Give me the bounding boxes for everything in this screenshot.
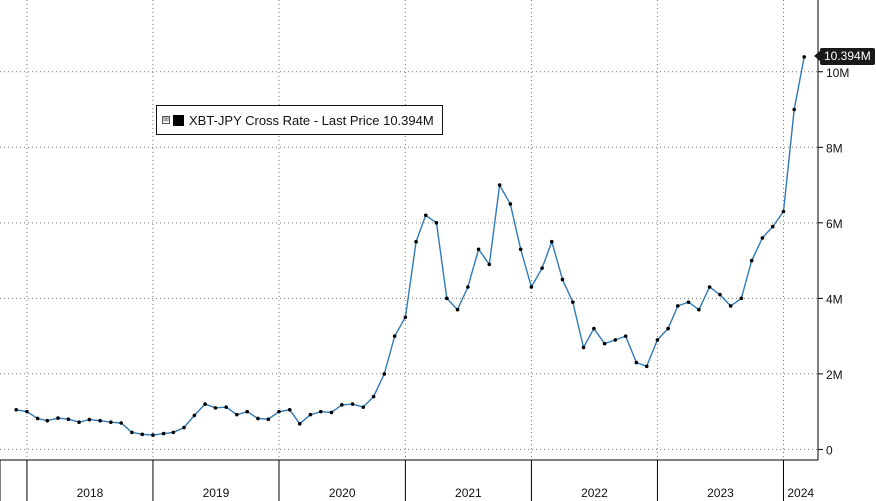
data-point [739, 296, 744, 301]
data-point [25, 409, 29, 414]
data-point [235, 412, 239, 417]
data-point [213, 406, 218, 410]
data-point [392, 334, 397, 338]
data-point [119, 421, 123, 425]
data-point [644, 364, 649, 369]
data-point [171, 430, 176, 435]
data-point [414, 239, 418, 244]
y-tick-label: 2M [826, 368, 843, 382]
y-tick-label: 10M [826, 66, 849, 80]
data-point [224, 405, 228, 409]
data-point [707, 285, 712, 289]
data-point [35, 416, 40, 421]
data-point [192, 413, 197, 418]
legend-label: XBT-JPY Cross Rate - Last Price 10.394M [189, 112, 434, 128]
y-tick-label: 4M [826, 292, 843, 306]
data-point [781, 209, 786, 214]
data-point [161, 431, 166, 436]
data-point [151, 433, 155, 437]
data-point [770, 224, 775, 229]
x-tick-label: 2022 [581, 486, 608, 500]
series-line [16, 56, 805, 436]
x-tick-label: 2024 [787, 486, 814, 500]
data-point [802, 55, 806, 59]
data-point [697, 307, 701, 312]
data-point [655, 338, 660, 342]
x-tick-label: 2018 [77, 486, 104, 500]
y-tick-label: 8M [826, 141, 843, 155]
data-point [297, 421, 302, 426]
series-swatch [173, 114, 184, 126]
data-point [87, 417, 92, 422]
x-tick-label: 2021 [455, 486, 482, 500]
data-point [256, 416, 260, 421]
data-point [540, 266, 544, 270]
data-point [549, 239, 554, 244]
y-tick-label: 0 [826, 443, 833, 457]
data-point [455, 307, 460, 312]
x-tick-label: 2023 [707, 486, 734, 500]
data-point [382, 372, 387, 376]
expand-icon[interactable]: ⊞ [162, 116, 170, 124]
data-point [445, 296, 449, 301]
data-point [602, 341, 607, 346]
data-point [581, 345, 586, 350]
data-point [634, 360, 639, 365]
data-point [98, 418, 102, 423]
data-point [676, 304, 680, 308]
x-tick-label: 2020 [329, 486, 356, 500]
data-point [277, 409, 281, 414]
data-point [518, 247, 523, 252]
data-point [287, 407, 292, 412]
data-point [350, 402, 355, 406]
data-point [686, 300, 691, 304]
data-point [109, 420, 113, 425]
last-price-badge: 10.394M [814, 48, 875, 65]
data-point [613, 338, 618, 342]
data-point [130, 430, 134, 435]
data-point [266, 417, 271, 422]
data-point [182, 425, 186, 430]
data-point [497, 183, 502, 187]
data-point [423, 213, 428, 218]
data-point [56, 416, 60, 420]
data-point [466, 285, 470, 289]
data-point [77, 420, 81, 425]
data-point [666, 326, 670, 331]
data-point [434, 221, 439, 225]
data-point [203, 402, 207, 406]
data-point [340, 403, 344, 407]
data-point [623, 334, 628, 338]
data-point [792, 107, 796, 112]
x-tick-label: 2019 [203, 486, 230, 500]
data-point [14, 407, 19, 412]
data-point [508, 202, 513, 206]
data-point [329, 410, 334, 415]
data-point [718, 292, 722, 297]
data-point [361, 405, 366, 409]
data-point [476, 247, 481, 252]
chart-legend: ⊞ XBT-JPY Cross Rate - Last Price 10.394… [156, 105, 443, 135]
data-point [749, 258, 754, 263]
data-point [245, 409, 250, 414]
data-point [403, 315, 408, 320]
data-point [371, 394, 376, 399]
data-point [66, 417, 71, 422]
data-point [560, 277, 565, 282]
data-point [571, 300, 575, 304]
data-point [318, 409, 323, 414]
data-point [760, 236, 765, 240]
data-point [728, 304, 733, 308]
y-tick-label: 6M [826, 217, 843, 231]
data-point [140, 432, 145, 437]
data-point [45, 418, 50, 423]
data-point [308, 412, 313, 417]
data-point [592, 326, 596, 331]
data-point [487, 262, 492, 267]
data-point [529, 285, 534, 289]
